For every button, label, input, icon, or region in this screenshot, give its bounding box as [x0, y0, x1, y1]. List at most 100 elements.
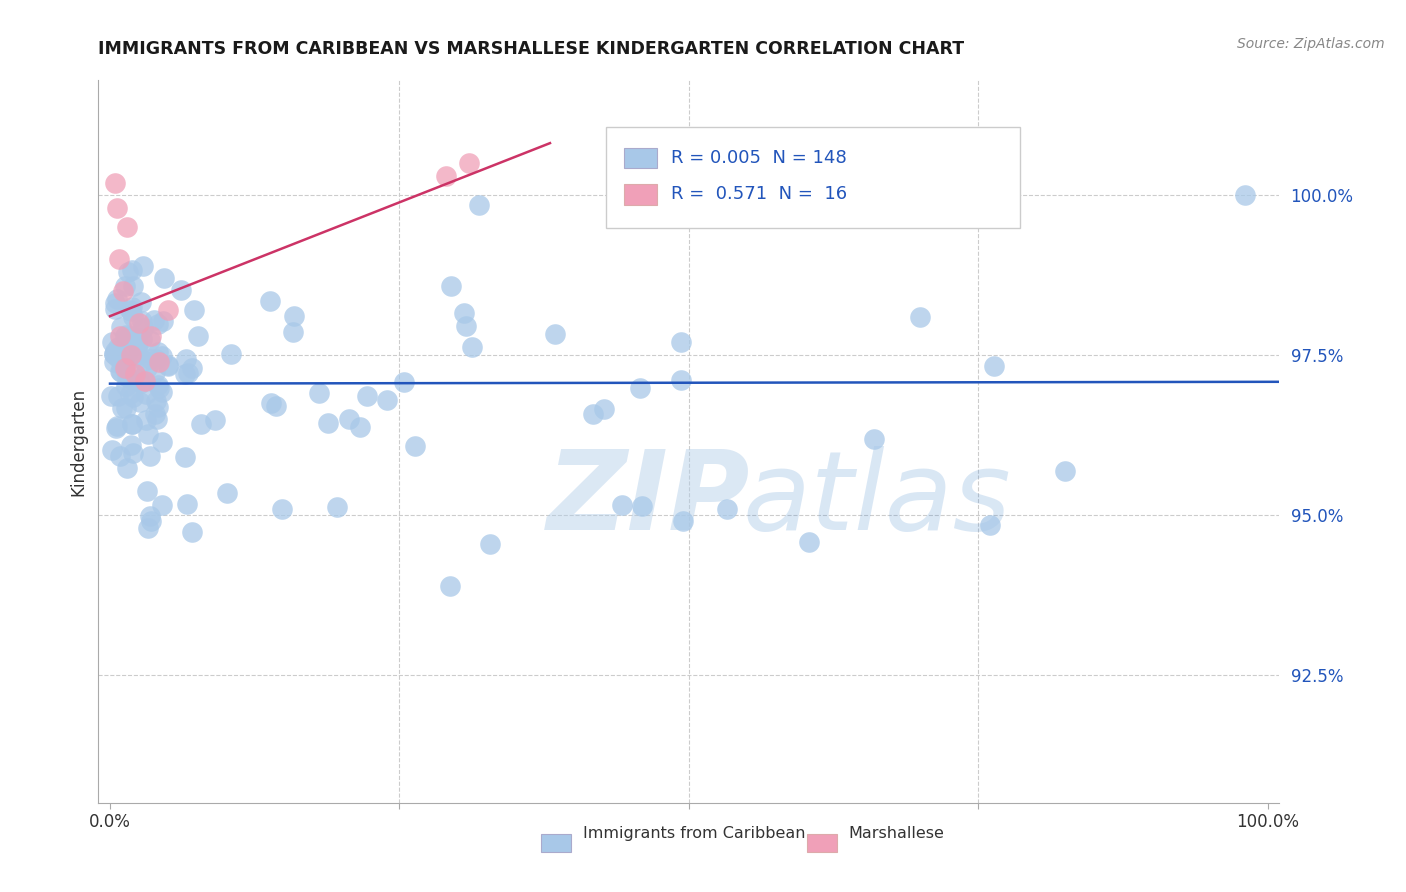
Point [145, 352, 167, 367]
Point [128, 331, 150, 345]
Point [136, 484, 159, 499]
Point [134, 374, 156, 388]
Point [103, 347, 125, 361]
Point [908, 310, 931, 325]
Point [131, 320, 153, 334]
Point [136, 427, 159, 442]
Bar [624, 148, 657, 169]
Point [863, 432, 886, 446]
Point [125, 332, 148, 346]
Point [204, 413, 226, 427]
Point [404, 439, 426, 453]
Point [146, 317, 169, 331]
Point [121, 262, 143, 277]
Point [439, 579, 461, 593]
Point [135, 360, 157, 375]
Point [112, 355, 135, 369]
Point [669, 373, 692, 387]
Point [105, 351, 128, 365]
Point [122, 278, 145, 293]
Point [215, 486, 238, 500]
Point [107, 389, 129, 403]
Bar [541, 834, 571, 852]
Point [669, 335, 692, 350]
Point [139, 333, 162, 347]
Point [131, 314, 153, 328]
Point [143, 366, 166, 380]
Point [103, 301, 125, 316]
Point [308, 386, 330, 401]
Point [183, 302, 205, 317]
Point [434, 169, 457, 184]
Point [132, 320, 155, 334]
Point [104, 343, 127, 358]
Point [316, 416, 339, 430]
Point [121, 310, 143, 325]
Point [260, 396, 283, 410]
Point [118, 371, 141, 385]
Point [1233, 188, 1256, 202]
Point [148, 354, 170, 368]
Point [270, 501, 292, 516]
Point [121, 300, 143, 314]
Point [111, 401, 134, 416]
Point [148, 378, 170, 392]
Point [983, 359, 1005, 373]
Point [131, 332, 153, 346]
Point [115, 460, 138, 475]
Point [150, 434, 173, 449]
Point [118, 303, 141, 318]
Point [181, 361, 204, 376]
Point [105, 419, 128, 434]
FancyBboxPatch shape [606, 128, 1019, 228]
Point [1053, 465, 1076, 479]
Point [394, 375, 416, 389]
Point [325, 500, 347, 515]
Point [107, 351, 129, 365]
Text: atlas: atlas [742, 446, 1011, 553]
Point [117, 265, 139, 279]
Point [153, 271, 176, 285]
Point [105, 201, 128, 215]
Bar [807, 834, 837, 852]
Point [120, 348, 142, 362]
Point [672, 514, 695, 528]
Point [105, 292, 128, 306]
Point [128, 394, 150, 409]
Point [440, 278, 463, 293]
Point [143, 407, 166, 421]
Point [349, 420, 371, 434]
Point [454, 318, 477, 333]
Text: Immigrants from Caribbean: Immigrants from Caribbean [582, 826, 806, 840]
Point [111, 285, 134, 299]
Point [120, 329, 142, 343]
Point [190, 417, 212, 432]
Point [187, 328, 209, 343]
Point [979, 517, 1001, 532]
Y-axis label: Kindergarten: Kindergarten [69, 387, 87, 496]
Text: Marshallese: Marshallese [848, 826, 945, 840]
Text: IMMIGRANTS FROM CARIBBEAN VS MARSHALLESE KINDERGARTEN CORRELATION CHART: IMMIGRANTS FROM CARIBBEAN VS MARSHALLESE… [98, 40, 965, 58]
Point [716, 502, 738, 516]
Point [799, 535, 821, 549]
Point [170, 283, 193, 297]
Point [103, 355, 125, 369]
Point [628, 381, 651, 395]
Point [115, 331, 138, 345]
Point [120, 387, 142, 401]
Point [135, 413, 157, 427]
Point [458, 156, 481, 170]
Point [125, 338, 148, 352]
Point [134, 354, 156, 368]
Point [104, 421, 127, 435]
Point [114, 378, 136, 392]
Text: R =  0.571  N =  16: R = 0.571 N = 16 [671, 186, 848, 203]
Point [219, 347, 242, 361]
Point [138, 352, 160, 367]
Point [148, 345, 170, 359]
Point [135, 387, 157, 401]
Point [157, 359, 180, 373]
Point [120, 437, 142, 451]
Point [110, 449, 132, 463]
Point [114, 278, 136, 293]
